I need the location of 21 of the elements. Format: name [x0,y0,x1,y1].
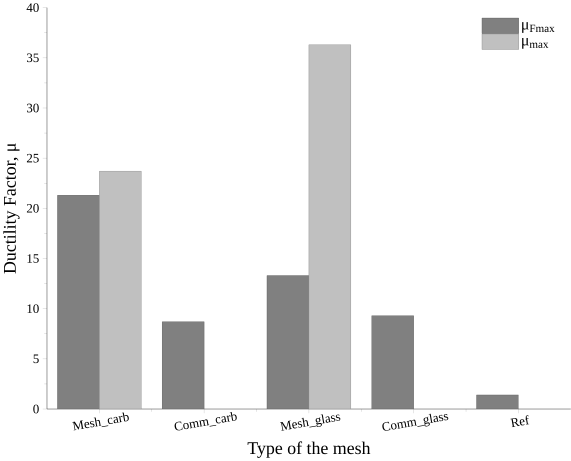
legend-label: μ$_{max}$ [522,38,548,49]
y-tick-label: 30 [26,104,39,112]
y-tick-label: 5 [34,354,39,364]
y-axis-title: Ductility Factor, μ [3,143,20,274]
x-axis-title: Type of the mesh [248,441,370,458]
y-tick-label: 10 [27,304,39,313]
y-tick-label: 35 [26,53,39,62]
y-tick-label: 25 [26,154,39,162]
bar [476,394,519,409]
x-tick-label: Comm_carb [174,412,237,430]
y-tick-label: 0 [33,404,39,414]
bar [162,321,204,409]
x-tick-label: Comm_glass [382,414,448,431]
bar [372,315,414,409]
legend-label: μ$_{Fmax}$ [522,22,555,33]
y-tick-label: 15 [27,254,39,263]
x-tick-label: Mesh_glass [280,414,340,431]
y-tick-label: 40 [26,3,39,12]
y-tick-label: 20 [26,204,39,213]
x-tick-label: Ref [510,415,530,428]
x-tick-label: Mesh_carb [72,412,129,430]
